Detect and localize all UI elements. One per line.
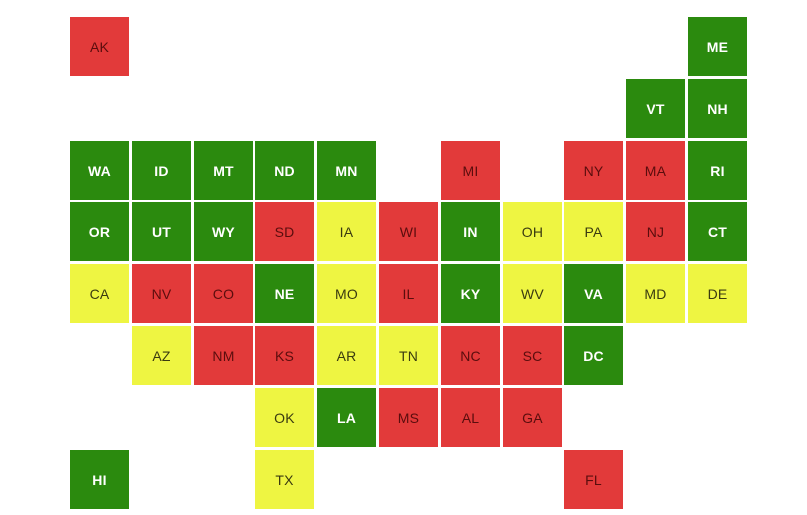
state-tile-il[interactable]: IL xyxy=(379,264,438,323)
state-tile-ny[interactable]: NY xyxy=(564,141,623,200)
state-tile-or[interactable]: OR xyxy=(70,202,129,261)
state-tile-dc[interactable]: DC xyxy=(564,326,623,385)
state-tile-ok[interactable]: OK xyxy=(255,388,314,447)
state-tile-me[interactable]: ME xyxy=(688,17,747,76)
state-tile-mo[interactable]: MO xyxy=(317,264,376,323)
state-tile-ca[interactable]: CA xyxy=(70,264,129,323)
state-tile-az[interactable]: AZ xyxy=(132,326,191,385)
state-tile-vt[interactable]: VT xyxy=(626,79,685,138)
state-tile-wi[interactable]: WI xyxy=(379,202,438,261)
state-tile-wv[interactable]: WV xyxy=(503,264,562,323)
state-tile-va[interactable]: VA xyxy=(564,264,623,323)
state-tile-nh[interactable]: NH xyxy=(688,79,747,138)
state-tile-ks[interactable]: KS xyxy=(255,326,314,385)
state-tile-sd[interactable]: SD xyxy=(255,202,314,261)
state-tile-wa[interactable]: WA xyxy=(70,141,129,200)
state-tile-oh[interactable]: OH xyxy=(503,202,562,261)
state-tile-ky[interactable]: KY xyxy=(441,264,500,323)
state-tile-ak[interactable]: AK xyxy=(70,17,129,76)
state-tile-sc[interactable]: SC xyxy=(503,326,562,385)
state-tile-ia[interactable]: IA xyxy=(317,202,376,261)
state-tile-mi[interactable]: MI xyxy=(441,141,500,200)
state-tile-wy[interactable]: WY xyxy=(194,202,253,261)
state-tile-ms[interactable]: MS xyxy=(379,388,438,447)
state-tile-nj[interactable]: NJ xyxy=(626,202,685,261)
state-tile-mt[interactable]: MT xyxy=(194,141,253,200)
state-tile-tn[interactable]: TN xyxy=(379,326,438,385)
state-tile-nv[interactable]: NV xyxy=(132,264,191,323)
state-tile-ut[interactable]: UT xyxy=(132,202,191,261)
state-tile-ma[interactable]: MA xyxy=(626,141,685,200)
state-tile-pa[interactable]: PA xyxy=(564,202,623,261)
state-tile-nd[interactable]: ND xyxy=(255,141,314,200)
state-tile-co[interactable]: CO xyxy=(194,264,253,323)
state-tile-nm[interactable]: NM xyxy=(194,326,253,385)
state-tile-la[interactable]: LA xyxy=(317,388,376,447)
state-tile-hi[interactable]: HI xyxy=(70,450,129,509)
state-tile-al[interactable]: AL xyxy=(441,388,500,447)
state-tile-de[interactable]: DE xyxy=(688,264,747,323)
state-tile-in[interactable]: IN xyxy=(441,202,500,261)
state-tile-ri[interactable]: RI xyxy=(688,141,747,200)
state-tile-ct[interactable]: CT xyxy=(688,202,747,261)
state-tile-id[interactable]: ID xyxy=(132,141,191,200)
state-tile-ga[interactable]: GA xyxy=(503,388,562,447)
state-tile-ar[interactable]: AR xyxy=(317,326,376,385)
state-tile-mn[interactable]: MN xyxy=(317,141,376,200)
state-tile-tx[interactable]: TX xyxy=(255,450,314,509)
state-tile-md[interactable]: MD xyxy=(626,264,685,323)
state-tile-nc[interactable]: NC xyxy=(441,326,500,385)
state-tile-ne[interactable]: NE xyxy=(255,264,314,323)
state-tile-fl[interactable]: FL xyxy=(564,450,623,509)
